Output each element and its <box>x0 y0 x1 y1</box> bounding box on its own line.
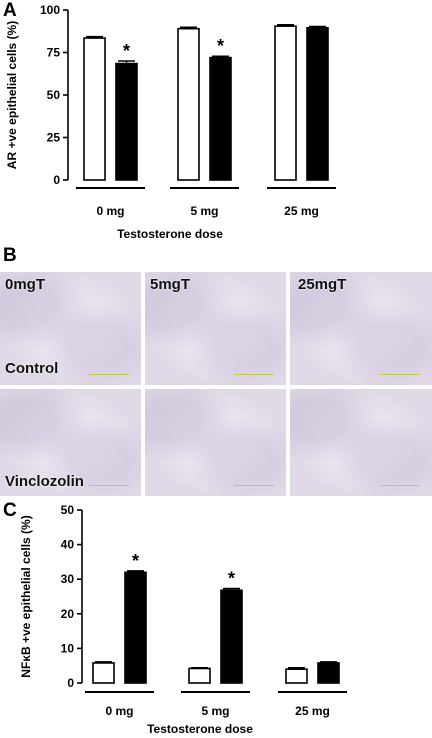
bar <box>306 27 329 181</box>
panel-letter-c: C <box>3 500 17 521</box>
chart-a: 0 25 50 75 100 AR +ve epithelial cells (%) * 0 … <box>5 3 336 241</box>
scale-bar <box>234 485 274 486</box>
x-tick-label: 25 mg <box>295 704 330 718</box>
micrograph-control-0mg: 0mgT Control <box>0 272 141 385</box>
bar <box>274 25 297 181</box>
micrograph-control-25mg: 25mgT <box>290 272 432 385</box>
bar <box>92 662 115 684</box>
panel-letter-b: B <box>3 245 17 266</box>
x-tick-label: 0 mg <box>105 704 133 718</box>
micrograph-top-label: 25mgT <box>298 276 347 293</box>
bar <box>177 27 200 181</box>
micrograph-vinclozolin-25mg <box>290 389 432 496</box>
y-tick-label: 50 <box>61 503 75 517</box>
scale-bar <box>380 374 420 375</box>
significance-marker: * <box>123 41 130 61</box>
bar <box>220 589 243 684</box>
y-tick-label: 30 <box>61 572 75 586</box>
bar <box>124 571 147 684</box>
bar <box>188 667 211 684</box>
x-tick-label: 5 mg <box>190 204 218 218</box>
micrograph-top-label: 5mgT <box>150 276 191 293</box>
significance-marker: * <box>228 569 235 589</box>
x-tick-label: 0 mg <box>96 204 124 218</box>
x-tick-label: 5 mg <box>201 704 229 718</box>
scale-bar <box>380 485 420 486</box>
y-tick-label: 25 <box>47 131 61 145</box>
chart-c: 0 10 20 30 40 50 NFκB +ve epithelial cells (%)… <box>19 503 347 736</box>
y-tick-label: 50 <box>47 88 61 102</box>
bar <box>115 62 138 181</box>
panel-letter-a: A <box>3 0 17 21</box>
y-tick-label: 10 <box>61 641 75 655</box>
micrograph-row-label: Control <box>5 360 59 377</box>
significance-marker: * <box>217 36 224 56</box>
micrograph-control-5mg: 5mgT <box>145 272 286 385</box>
scale-bar <box>89 374 129 375</box>
y-axis-label: NFκB +ve epithelial cells (%) <box>19 515 33 677</box>
micrograph-vinclozolin-5mg <box>145 389 286 496</box>
bar <box>317 662 340 684</box>
bar <box>285 668 308 684</box>
y-tick-label: 0 <box>53 173 60 187</box>
micrograph-vinclozolin-0mg: Vinclozolin <box>0 389 141 496</box>
micrograph-row-label: Vinclozolin <box>5 473 84 490</box>
scale-bar <box>89 485 129 486</box>
scale-bar <box>234 374 274 375</box>
y-tick-label: 20 <box>61 607 75 621</box>
y-tick-label: 75 <box>47 46 61 60</box>
significance-marker: * <box>132 551 139 571</box>
bar <box>83 37 106 181</box>
x-tick-label: 25 mg <box>284 204 319 218</box>
y-tick-label: 100 <box>40 3 60 17</box>
x-axis-label: Testosterone dose <box>147 722 253 736</box>
x-axis-label: Testosterone dose <box>117 227 223 241</box>
y-axis-label: AR +ve epithelial cells (%) <box>5 21 19 169</box>
micrograph-top-label: 0mgT <box>5 276 46 293</box>
y-tick-label: 40 <box>61 538 75 552</box>
y-tick-label: 0 <box>67 676 74 690</box>
bar <box>209 56 232 181</box>
